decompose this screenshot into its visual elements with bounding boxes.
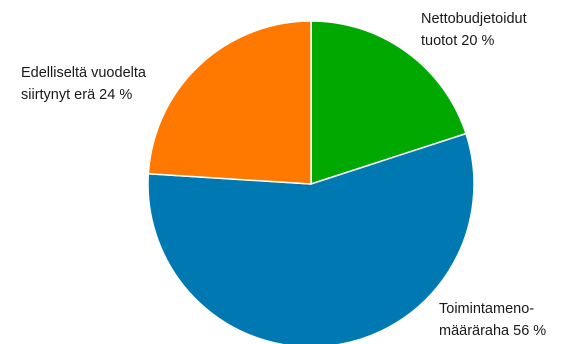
slice-label-line: Edelliseltä vuodelta [21,65,146,81]
slice-label-edellisen-vuoden-siirto: Edelliseltä vuodelta siirtynyt erä 24 % [21,62,146,106]
slice-label-toimintamenomaararaha: Toimintameno- määräraha 56 % [439,298,546,342]
slice-toimintamenomaararaha [147,132,475,344]
slice-label-line: tuotot 20 % [421,33,495,49]
pie-slices [147,20,475,344]
slice-label-nettobudjetoidut-tuotot: Nettobudjetoidut tuotot 20 % [421,8,527,52]
slice-label-line: Toimintameno- [439,301,535,317]
slice-label-line: määräraha 56 % [439,323,547,339]
slice-edellisen-vuoden-siirto [147,20,312,185]
slice-label-line: Nettobudjetoidut [421,11,527,27]
slice-label-line: siirtynyt erä 24 % [21,87,133,103]
slice-nettobudjetoidut-tuotot [310,20,467,185]
